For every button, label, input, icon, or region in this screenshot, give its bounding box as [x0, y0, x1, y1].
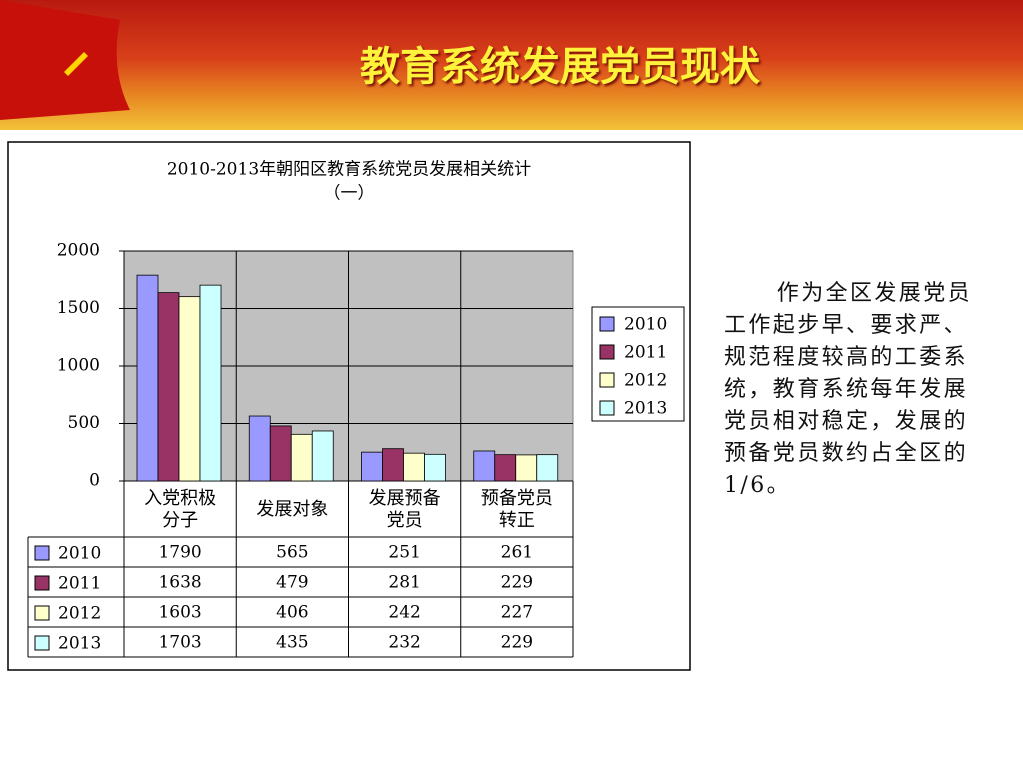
bar — [178, 296, 201, 482]
table-legend-key — [34, 575, 50, 591]
body-text: 作为全区发展党员工作起步早、要求严、规范程度较高的工委系统，教育系统每年发展党员… — [724, 281, 972, 498]
bar — [136, 274, 159, 482]
legend-label: 2013 — [624, 399, 667, 419]
bar — [515, 454, 538, 482]
bar — [199, 284, 222, 482]
bar — [248, 415, 271, 482]
y-tick-label: 500 — [68, 413, 100, 433]
bar — [361, 451, 383, 482]
table-row-label: 2013 — [58, 634, 101, 654]
chart-subtitle: （一） — [324, 184, 375, 204]
table-value: 242 — [388, 603, 420, 623]
x-tick-label: 发展对象 — [256, 499, 329, 520]
category-label-box: 预备党员转正 — [480, 488, 553, 531]
table-value: 227 — [501, 603, 533, 623]
table-value: 406 — [276, 603, 308, 623]
table-value: 435 — [276, 633, 308, 653]
bar — [424, 453, 446, 482]
table-value: 229 — [501, 633, 533, 653]
table-value: 565 — [276, 543, 308, 563]
table-row-label: 2010 — [58, 544, 101, 564]
legend-key — [599, 400, 615, 416]
bar — [403, 452, 425, 482]
table-legend-key — [34, 605, 50, 621]
header-band: 教育系统发展党员现状 — [0, 0, 1023, 130]
x-tick-label: 入党积极分子 — [144, 488, 217, 531]
table-value: 479 — [276, 573, 308, 593]
y-tick-label: 2000 — [57, 241, 100, 261]
category-label-box: 发展对象 — [256, 499, 329, 520]
legend-key — [599, 344, 615, 360]
table-value: 1790 — [158, 543, 201, 563]
table-value: 1703 — [158, 633, 201, 653]
legend-key — [599, 372, 615, 388]
flag-icon — [0, 0, 130, 120]
category-label-box: 入党积极分子 — [144, 488, 217, 531]
table-value: 232 — [388, 633, 420, 653]
x-tick-label: 预备党员转正 — [480, 488, 553, 531]
table-row-label: 2011 — [58, 574, 101, 594]
table-value: 1638 — [158, 573, 201, 593]
bar — [269, 425, 292, 482]
slide-title: 教育系统发展党员现状 — [360, 44, 760, 90]
table-value: 1603 — [158, 603, 201, 623]
y-tick-label: 0 — [89, 471, 100, 491]
table-legend-key — [34, 635, 50, 651]
legend-label: 2010 — [624, 315, 667, 335]
bar — [157, 292, 180, 482]
table-value: 229 — [501, 573, 533, 593]
table-value: 281 — [388, 573, 420, 593]
x-tick-label: 发展预备党员 — [368, 488, 441, 531]
table-value: 261 — [501, 543, 533, 563]
bar — [494, 454, 517, 482]
bar — [311, 430, 334, 482]
legend-key — [599, 316, 615, 332]
table-legend-key — [34, 545, 50, 561]
category-label-box: 发展预备党员 — [368, 488, 441, 531]
bar — [290, 433, 313, 482]
bar — [382, 448, 404, 482]
y-tick-label: 1500 — [57, 298, 100, 318]
chart-title: 2010-2013年朝阳区教育系统党员发展相关统计 — [167, 160, 531, 180]
table-value: 251 — [388, 543, 420, 563]
y-tick-label: 1000 — [57, 356, 100, 376]
table-row-label: 2012 — [58, 604, 101, 624]
bar — [473, 450, 496, 482]
legend-label: 2011 — [624, 343, 667, 363]
bar — [536, 454, 559, 482]
legend-label: 2012 — [624, 371, 667, 391]
